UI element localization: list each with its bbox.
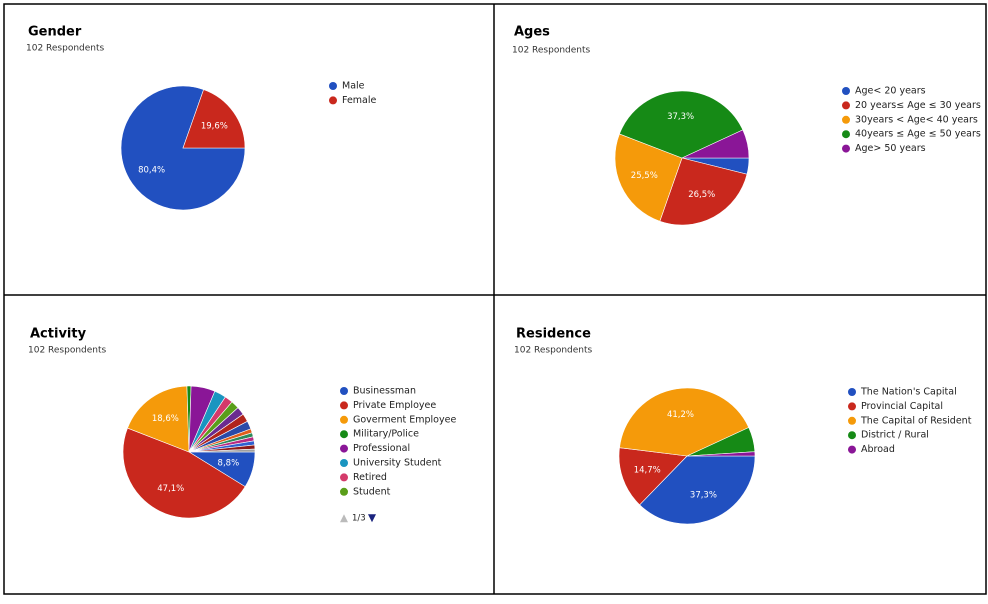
pie-slice <box>122 427 246 519</box>
pie-slice <box>614 133 683 222</box>
pie-slice <box>182 89 246 149</box>
legend-label: University Student <box>353 458 442 469</box>
legend-label: Military/Police <box>353 429 419 440</box>
legend-marker <box>340 487 348 496</box>
chart-title: Ages <box>514 25 550 40</box>
pie-slice <box>686 451 756 457</box>
chart-title: Activity <box>30 327 87 342</box>
data-label: 8,8% <box>218 459 240 469</box>
chart-subtitle: 102 Respondents <box>26 44 105 54</box>
pie-slice <box>681 129 750 159</box>
legend-marker <box>848 445 856 454</box>
legend-marker <box>340 473 348 482</box>
pager-next <box>368 514 376 523</box>
legend-label: Student <box>353 486 391 497</box>
legend-label: The Nation's Capital <box>860 387 957 398</box>
legend-marker <box>842 130 850 139</box>
legend-marker <box>340 430 348 439</box>
legend-label: Provincial Capital <box>861 401 943 412</box>
data-label: 41,2% <box>667 410 694 420</box>
legend-marker <box>842 87 850 95</box>
data-label: 37,3% <box>667 112 694 122</box>
legend-marker <box>848 388 856 396</box>
legend-label: Male <box>342 81 365 92</box>
legend-label: Private Employee <box>353 400 436 411</box>
data-label: 80,4% <box>138 166 165 176</box>
data-label: 14,7% <box>634 466 661 476</box>
data-label: 25,5% <box>631 171 658 181</box>
pager-prev <box>340 514 348 523</box>
data-label: 19,6% <box>201 121 228 131</box>
legend-label: Age< 20 years <box>855 86 926 97</box>
chart-title: Gender <box>28 25 82 40</box>
legend-marker <box>329 96 337 105</box>
pie-slice <box>127 385 190 453</box>
legend-label: Retired <box>353 472 387 483</box>
pie-slice <box>659 157 748 226</box>
legend-marker <box>848 402 856 411</box>
legend-label: 30years < Age< 40 years <box>855 114 978 125</box>
legend-label: Businessman <box>353 386 416 397</box>
legend-label: Abroad <box>861 444 895 455</box>
legend-label: Goverment Employee <box>353 414 456 425</box>
legend-marker <box>848 416 856 425</box>
legend-marker <box>340 444 348 453</box>
legend-label: The Capital of Resident <box>860 415 972 426</box>
data-label: 47,1% <box>157 484 184 494</box>
pager-label: 1/3 <box>352 514 366 524</box>
pie-slice <box>619 387 750 457</box>
legend-marker <box>340 459 348 467</box>
legend-label: Professional <box>353 443 410 454</box>
legend-label: 20 years≤ Age ≤ 30 years <box>855 100 981 111</box>
data-label: 37,3% <box>690 490 717 500</box>
legend-marker <box>842 101 850 110</box>
legend-marker <box>842 144 850 153</box>
legend-marker <box>329 82 337 90</box>
legend-label: 40years ≤ Age ≤ 50 years <box>855 129 981 140</box>
legend-marker <box>340 401 348 410</box>
pie-slice <box>618 447 688 506</box>
data-label: 18,6% <box>152 414 179 424</box>
chart-title: Residence <box>516 327 591 342</box>
pie-slice <box>619 90 744 159</box>
legend-marker <box>340 415 348 424</box>
legend-marker <box>842 115 850 124</box>
chart-subtitle: 102 Respondents <box>514 346 593 356</box>
legend-label: District / Rural <box>861 430 929 441</box>
data-label: 26,5% <box>688 190 715 200</box>
legend-marker <box>848 431 856 440</box>
pie-slice <box>188 448 256 453</box>
chart-subtitle: 102 Respondents <box>28 346 107 356</box>
pie-slice <box>639 455 756 525</box>
legend-label: Female <box>342 95 377 106</box>
legend-marker <box>340 387 348 395</box>
legend-label: Age> 50 years <box>855 143 926 154</box>
chart-subtitle: 102 Respondents <box>512 46 591 56</box>
